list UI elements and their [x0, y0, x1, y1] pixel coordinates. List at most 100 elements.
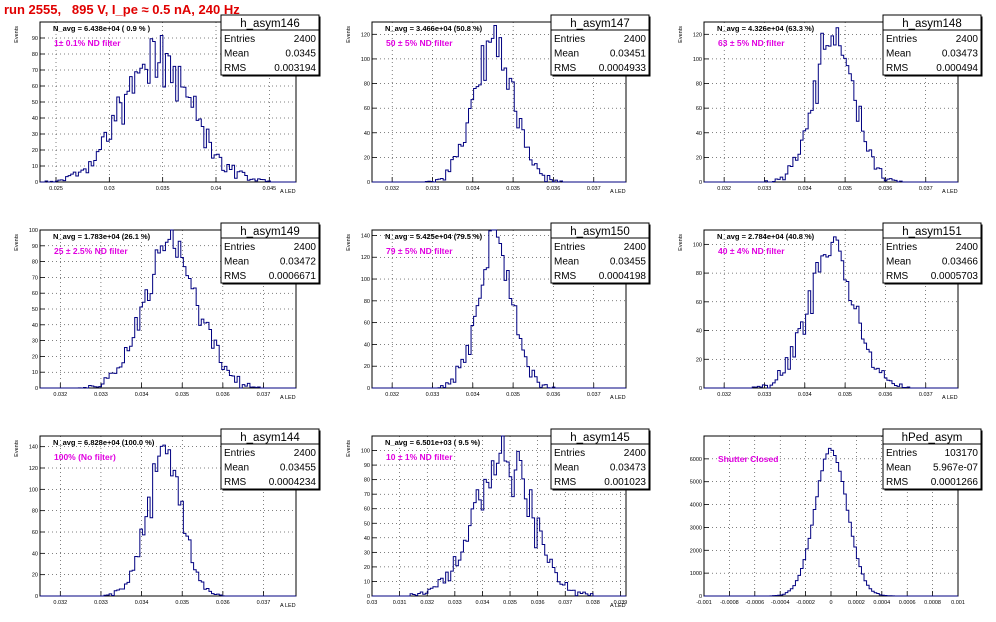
x-tick-label: 0.033 [448, 600, 462, 606]
x-tick-label: 0.033 [758, 186, 772, 192]
y-tick-label: 2000 [690, 548, 702, 554]
stats-box [220, 222, 320, 284]
histogram-name: h_asym149 [240, 226, 299, 238]
y-axis-title: Events [14, 26, 20, 43]
x-tick-label: 0.037 [919, 392, 933, 398]
x-tick-label: 0.035 [175, 600, 189, 606]
y-tick-label: 10 [364, 579, 370, 585]
filter-annotation: 79 ± 5% ND filter [386, 246, 453, 256]
y-tick-label: 60 [696, 300, 702, 306]
stats-value: 2400 [624, 242, 647, 253]
y-tick-label: 80 [696, 271, 702, 277]
y-tick-label: 60 [364, 507, 370, 513]
histogram-line [372, 24, 626, 183]
histogram-name: hPed_asym [902, 432, 963, 444]
histogram-line [704, 27, 958, 183]
stats-value: 0.0004933 [599, 63, 647, 74]
y-tick-label: 20 [364, 155, 370, 161]
histogram-line [40, 229, 296, 389]
stats-label: Entries [224, 34, 255, 45]
navg-label: N_avg = 6.501e+03 ( 9.5 %) [385, 438, 481, 447]
stats-value: 0.03455 [610, 257, 647, 268]
y-axis-title: Events [346, 440, 352, 457]
x-tick-label: 0.045 [262, 186, 276, 192]
navg-label: N_avg = 1.783e+04 (26.1 %) [53, 232, 151, 241]
navg-label: N_avg = 3.466e+04 (50.8 %) [385, 24, 483, 33]
y-tick-label: 100 [693, 242, 702, 248]
stats-label: RMS [224, 271, 247, 282]
histogram-line [40, 35, 296, 183]
run-title: run 2555, 895 V, I_pe ≈ 0.5 nA, 240 Hz [4, 2, 240, 17]
y-tick-label: 20 [32, 573, 38, 579]
x-tick-label: -0.0004 [771, 600, 790, 606]
x-tick-label: -0.0006 [745, 600, 764, 606]
y-tick-label: 100 [29, 487, 38, 493]
y-tick-label: 20 [364, 364, 370, 370]
stats-value: 2400 [294, 448, 317, 459]
y-tick-label: 0 [367, 386, 370, 392]
x-tick-label: 0.03 [367, 600, 378, 606]
y-tick-label: 80 [696, 82, 702, 88]
stats-label: Mean [224, 49, 249, 60]
x-tick-label: 0.034 [798, 186, 812, 192]
navg-label: N_avg = 6.828e+04 (100.0 %) [53, 438, 155, 447]
x-axis-title: A LED [610, 603, 626, 609]
stats-label: Mean [554, 49, 579, 60]
y-tick-label: 0 [35, 180, 38, 186]
y-axis-title: Events [346, 234, 352, 251]
stats-value: 2400 [624, 34, 647, 45]
x-tick-label: 0.0006 [899, 600, 916, 606]
y-tick-label: 10 [32, 164, 38, 170]
stats-label: RMS [224, 477, 247, 488]
y-tick-label: 60 [696, 106, 702, 112]
stats-label: Mean [554, 257, 579, 268]
y-tick-label: 90 [32, 36, 38, 42]
histogram-line [704, 447, 958, 597]
histogram-panel-h_asym151: 0.032 0.033 0.034 0.035 0.036 0.037 0 20 40 60 80 1… [678, 222, 983, 401]
x-axis-title: A LED [280, 395, 296, 401]
x-tick-label: 0.038 [586, 600, 600, 606]
stats-label: RMS [554, 63, 577, 74]
histogram-panel-h_asym149: 0.032 0.033 0.034 0.035 0.036 0.037 0 10 20 30 40 5… [14, 222, 321, 401]
y-tick-label: 4000 [690, 503, 702, 509]
y-tick-label: 50 [32, 307, 38, 313]
x-tick-label: 0.036 [216, 392, 230, 398]
stats-label: Entries [554, 448, 585, 459]
y-tick-label: 100 [361, 277, 370, 283]
histogram-name: h_asym151 [902, 226, 961, 238]
stats-label: RMS [886, 271, 909, 282]
filter-annotation: Shutter Closed [718, 454, 778, 464]
histogram-name: h_asym146 [240, 18, 299, 30]
x-tick-label: 0.03 [104, 186, 115, 192]
x-tick-label: 0.032 [385, 186, 399, 192]
navg-label: N_avg = 5.425e+04 (79.5 %) [385, 232, 483, 241]
x-tick-label: 0.037 [558, 600, 572, 606]
navg-label: N_avg = 2.784e+04 (40.8 %) [717, 232, 815, 241]
y-tick-label: 0 [35, 386, 38, 392]
stats-label: RMS [554, 271, 577, 282]
y-tick-label: 40 [32, 551, 38, 557]
y-tick-label: 100 [693, 57, 702, 63]
y-tick-label: 3000 [690, 525, 702, 531]
stats-value: 2400 [294, 242, 317, 253]
x-tick-label: 0 [829, 600, 832, 606]
y-tick-label: 20 [364, 565, 370, 571]
stats-value: 2400 [624, 448, 647, 459]
x-tick-label: 0.033 [426, 392, 440, 398]
filter-annotation: 100% (No filter) [54, 452, 116, 462]
x-tick-label: 0.035 [503, 600, 517, 606]
y-tick-label: 90 [32, 244, 38, 250]
y-tick-label: 80 [364, 82, 370, 88]
y-tick-label: 80 [32, 509, 38, 515]
stats-label: Mean [554, 463, 579, 474]
stats-label: RMS [554, 477, 577, 488]
stats-value: 0.003194 [274, 63, 316, 74]
x-tick-label: 0.0004 [873, 600, 890, 606]
filter-annotation: 25 ± 2.5% ND filter [54, 246, 128, 256]
y-tick-label: 100 [29, 228, 38, 234]
y-tick-label: 80 [32, 260, 38, 266]
stats-value: 0.0004234 [269, 477, 317, 488]
y-tick-label: 140 [29, 445, 38, 451]
x-tick-label: 0.032 [717, 186, 731, 192]
